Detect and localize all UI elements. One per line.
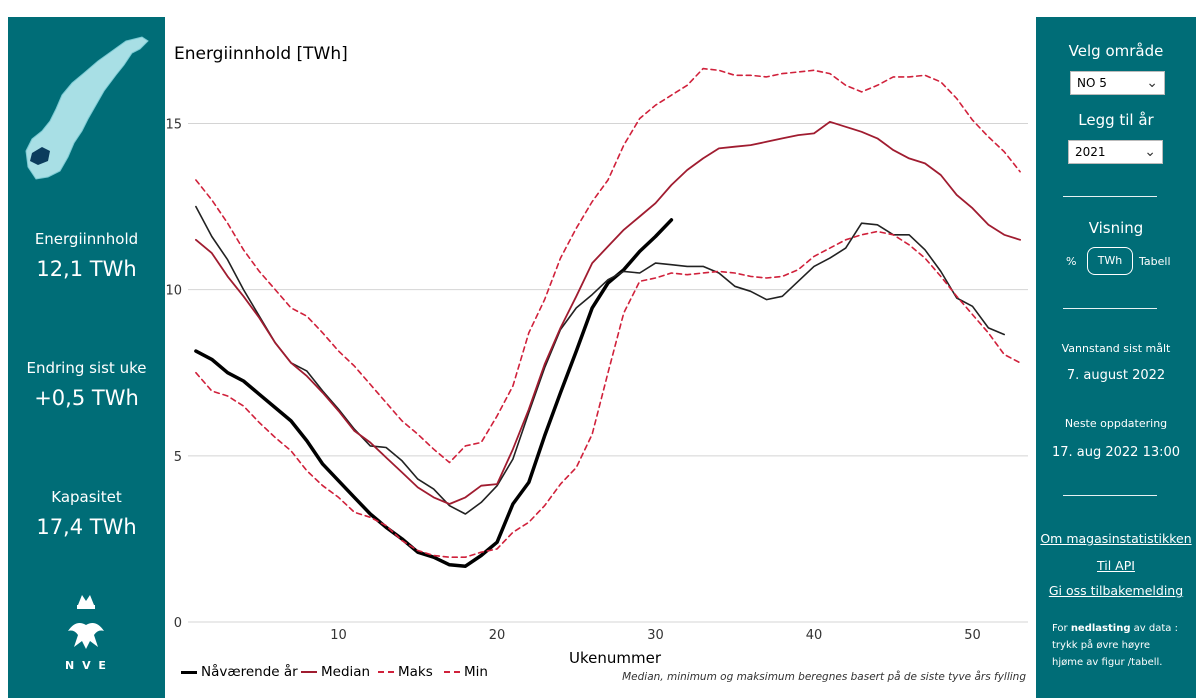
- x-tick-label: 10: [330, 628, 347, 643]
- legend-swatch: [181, 670, 197, 674]
- api-link[interactable]: Til API: [1097, 558, 1135, 573]
- series-line-maks: [195, 67, 1021, 464]
- series-line-median: [194, 120, 1021, 505]
- chart-area: Energiinnhold [TWh] 0 5 10 15 10 20 30 40 50 Uke…: [165, 17, 1036, 698]
- download-note: For nedlasting av data : trykk på øvre h…: [1052, 620, 1182, 671]
- y-tick-label: 5: [174, 450, 182, 465]
- series-line-n-v-rende-r: [194, 218, 674, 568]
- x-tick-label: 40: [806, 628, 823, 643]
- chart-footnote: Median, minimum og maksimum beregnes bas…: [622, 671, 1026, 683]
- legend-swatch: [301, 671, 317, 673]
- about-stats-link[interactable]: Om magasinstatistikken: [1040, 531, 1192, 546]
- nve-logo-text: N V E: [65, 659, 108, 672]
- legend-label: Maks: [398, 664, 433, 680]
- capacity-value: 17,4 TWh: [36, 515, 137, 539]
- legend-swatch: [444, 671, 460, 673]
- legend-label: Min: [464, 664, 488, 680]
- divider: [1063, 495, 1157, 496]
- capacity-label: Kapasitet: [51, 488, 122, 506]
- legend-current-year[interactable]: Nåværende år: [181, 664, 298, 680]
- legend-label: Median: [321, 664, 371, 680]
- feedback-link[interactable]: Gi oss tilbakemelding: [1048, 583, 1184, 598]
- last-measured-label: Vannstand sist målt: [1061, 342, 1171, 355]
- nve-logo-icon: [68, 595, 104, 649]
- x-tick-label: 50: [964, 628, 981, 643]
- area-select[interactable]: NO 5 ⌄: [1070, 71, 1165, 95]
- chart-title: Energiinnhold [TWh]: [174, 44, 348, 64]
- x-tick-label: 20: [489, 628, 506, 643]
- year-select-label: Legg til år: [1078, 111, 1154, 129]
- next-update-label: Neste oppdatering: [1064, 417, 1168, 430]
- chevron-down-icon: ⌄: [1144, 144, 1156, 160]
- view-option-percent[interactable]: %: [1066, 255, 1077, 268]
- y-tick-label: 15: [165, 117, 182, 132]
- area-select-label: Velg område: [1068, 42, 1164, 60]
- energy-content-value: 12,1 TWh: [36, 257, 137, 281]
- y-tick-label: 10: [165, 284, 182, 299]
- right-panel: Velg område NO 5 ⌄ Legg til år 2021 ⌄ Vi…: [1036, 17, 1196, 698]
- view-option-twh[interactable]: TWh: [1087, 247, 1133, 275]
- y-tick-label: 0: [174, 616, 182, 631]
- divider: [1063, 308, 1157, 309]
- series-line-min: [195, 230, 1021, 559]
- chevron-down-icon: ⌄: [1146, 75, 1158, 91]
- download-bold: nedlasting: [1070, 623, 1131, 634]
- x-axis-label: Ukenummer: [569, 649, 661, 667]
- year-select-value: 2021: [1075, 145, 1106, 159]
- left-panel: Energiinnhold 12,1 TWh Endring sist uke …: [8, 17, 165, 698]
- year-select[interactable]: 2021 ⌄: [1068, 140, 1163, 164]
- download-prefix: For: [1052, 623, 1071, 634]
- weekly-change-value: +0,5 TWh: [34, 386, 139, 410]
- legend-median[interactable]: Median: [301, 664, 370, 680]
- view-label: Visning: [1088, 219, 1144, 237]
- divider: [1063, 196, 1157, 197]
- energy-line-chart[interactable]: 0 5 10 15 10 20 30 40 50: [165, 17, 1036, 698]
- download-suffix: av data : trykk på øvre høyre hjøme av f…: [1052, 623, 1178, 668]
- last-measured-value: 7. august 2022: [1066, 368, 1166, 383]
- view-option-table[interactable]: Tabell: [1139, 255, 1171, 268]
- next-update-value: 17. aug 2022 13:00: [1051, 445, 1181, 460]
- x-tick-label: 30: [647, 628, 664, 643]
- area-select-value: NO 5: [1077, 76, 1107, 90]
- legend-label: Nåværende år: [201, 664, 298, 680]
- series-line-2021: [195, 205, 1006, 515]
- weekly-change-label: Endring sist uke: [26, 359, 147, 377]
- legend-swatch: [378, 671, 394, 673]
- energy-content-label: Energiinnhold: [34, 230, 139, 248]
- legend-max[interactable]: Maks: [378, 664, 433, 680]
- legend-min[interactable]: Min: [444, 664, 488, 680]
- norway-map-icon[interactable]: [24, 31, 154, 191]
